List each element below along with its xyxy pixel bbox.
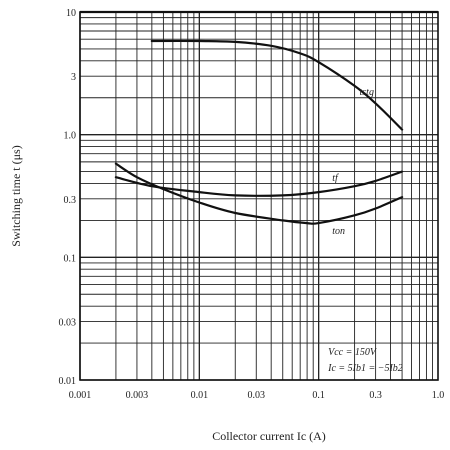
y-tick-label: 0.03 (59, 317, 77, 328)
x-tick-label: 0.01 (191, 390, 209, 401)
series-label-tf: tf (332, 173, 339, 184)
condition-note: Vcc = 150V (328, 347, 378, 358)
series-labels: tstg tf ton (332, 87, 374, 237)
y-tick-label: 0.3 (64, 195, 77, 206)
series-line-tstg (150, 39, 404, 131)
series-line-tf (114, 170, 404, 197)
condition-note: Ic = 5Ib1 = −5Ib2 (327, 363, 403, 374)
y-tick-label: 10 (66, 8, 76, 19)
y-tick-label: 0.01 (59, 376, 77, 387)
y-axis-label: Switching time t (μs) (9, 145, 23, 246)
x-tick-label: 0.001 (69, 390, 92, 401)
y-tick-label: 1.0 (64, 131, 77, 142)
series-curves (114, 39, 404, 225)
y-tick-label: 0.1 (64, 253, 77, 264)
series-label-ton: ton (332, 226, 345, 237)
x-tick-labels: 0.001 0.003 0.01 0.03 0.1 0.3 1.0 (69, 390, 445, 401)
x-tick-label: 0.1 (312, 390, 325, 401)
x-tick-label: 0.3 (369, 390, 382, 401)
plot-frame (79, 11, 439, 381)
x-axis-label: Collector current Ic (A) (212, 429, 326, 443)
x-tick-label: 0.03 (248, 390, 266, 401)
series-label-tstg: tstg (360, 87, 374, 98)
y-tick-label: 3 (71, 72, 76, 83)
x-tick-label: 0.003 (126, 390, 149, 401)
y-tick-labels: 0.01 0.03 0.1 0.3 1.0 3 10 (59, 8, 77, 387)
series-line-ton (114, 162, 404, 225)
condition-notes: Vcc = 150V Ic = 5Ib1 = −5Ib2 (327, 347, 403, 374)
x-tick-label: 1.0 (432, 390, 445, 401)
